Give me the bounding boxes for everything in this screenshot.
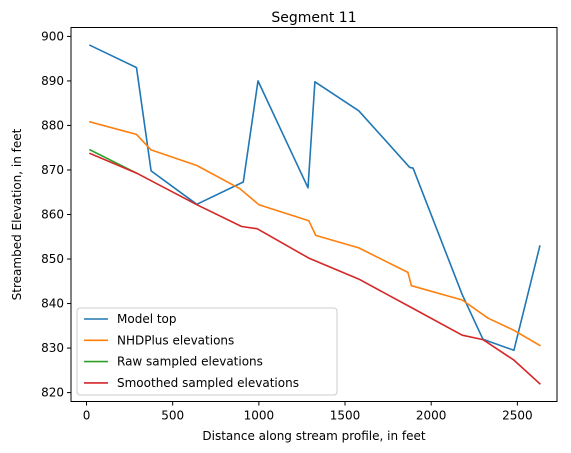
y-tick-label: 840 [41,297,64,311]
x-tick-label: 1000 [244,409,275,423]
series-line-3 [88,152,541,385]
y-tick-label: 900 [41,29,64,43]
series-line-0 [88,44,541,352]
x-tick-label: 2500 [502,409,533,423]
y-tick-label: 820 [41,386,64,400]
x-tick-label: 2000 [416,409,447,423]
series-line-1 [89,120,541,347]
legend-label-2: Raw sampled elevations [117,355,263,369]
chart-title: Segment 11 [271,10,356,26]
x-tick-label: 0 [83,409,91,423]
x-axis-ticks: 0 500 1000 1500 2000 2500 [83,401,533,423]
legend: Model top NHDPlus elevations Raw sampled e… [76,307,338,396]
y-axis-ticks: 820 830 840 850 860 870 880 890 900 [41,29,71,400]
y-tick-label: 850 [41,252,64,266]
legend-label-1: NHDPlus elevations [117,333,234,347]
x-tick-label: 500 [161,409,184,423]
series-layer [88,44,541,385]
y-tick-label: 830 [41,341,64,355]
x-tick-label: 1500 [330,409,361,423]
legend-label-3: Smoothed sampled elevations [117,376,299,390]
legend-label-0: Model top [117,312,177,326]
y-tick-label: 880 [41,118,64,132]
x-axis-label: Distance along stream profile, in feet [202,429,425,443]
y-axis-label: Streambed Elevation, in feet [10,128,24,300]
y-tick-label: 860 [41,208,64,222]
legend-box [76,307,338,396]
y-tick-label: 870 [41,163,64,177]
y-tick-label: 890 [41,74,64,88]
